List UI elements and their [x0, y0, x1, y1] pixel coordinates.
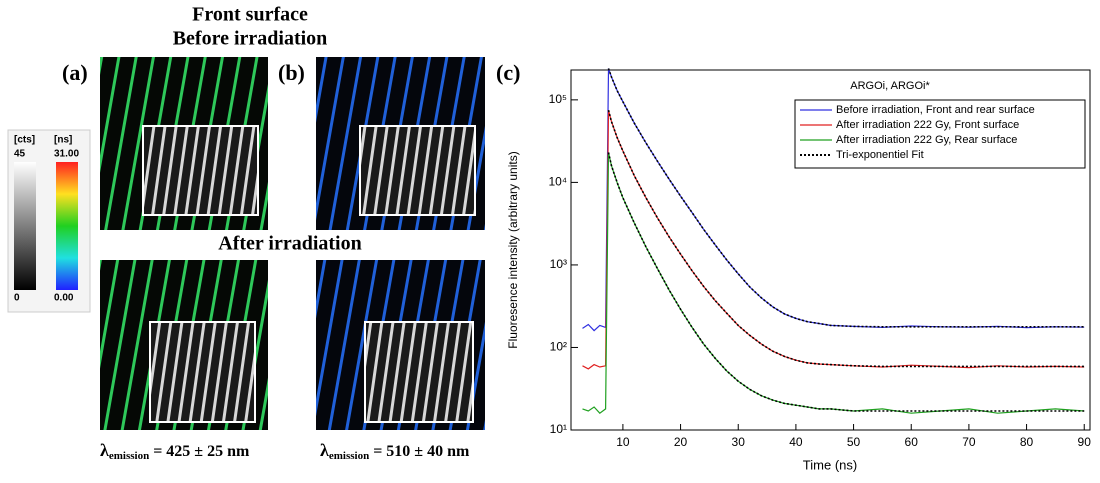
- colorbar-label: [cts]: [14, 135, 35, 146]
- micrograph: [100, 57, 268, 230]
- after-label: After irradiation: [218, 233, 362, 255]
- title-line: Before irradiation: [173, 28, 328, 50]
- x-tick-label: 80: [1020, 435, 1034, 449]
- series-line: [582, 68, 1085, 332]
- panel-label: (c): [496, 60, 520, 85]
- panel-label: (a): [62, 60, 88, 85]
- plot-frame: [570, 69, 1091, 431]
- micrograph: [316, 57, 485, 230]
- colorbar-label: 0: [14, 293, 20, 304]
- caption-text: = 425 ± 25 nm: [153, 443, 250, 460]
- legend-label: After irradiation 222 Gy, Rear surface: [836, 134, 1017, 146]
- micrograph: [100, 260, 268, 430]
- title-line: Front surface: [192, 4, 308, 26]
- caption: λemission = 425 ± 25 nm: [100, 440, 250, 461]
- colorbar-label: 45: [14, 149, 26, 160]
- x-tick-label: 50: [847, 435, 861, 449]
- caption-text: = 510 ± 40 nm: [373, 443, 470, 460]
- caption-subscript: emission: [109, 450, 149, 462]
- y-tick-label: 10¹: [550, 422, 567, 436]
- y-tick-label: 10³: [550, 257, 567, 271]
- legend-label: Before irradiation, Front and rear surfa…: [836, 104, 1035, 116]
- decay-chart: ARGOi, ARGOi* Time (ns) Fluoresence inte…: [506, 68, 1092, 472]
- colorbar-label: 0.00: [54, 293, 74, 304]
- caption-subscript: emission: [329, 450, 369, 462]
- panel-label: (b): [278, 60, 305, 85]
- caption-symbol: λ: [100, 440, 109, 460]
- fit-line: [607, 152, 1085, 412]
- colorbar-label: [ns]: [54, 135, 72, 146]
- y-axis-label: Fluoresence intensity (arbitrary units): [506, 151, 520, 348]
- y-tick-label: 10⁴: [548, 175, 567, 189]
- x-tick-label: 40: [789, 435, 803, 449]
- y-tick-label: 10²: [550, 340, 567, 354]
- micrograph: [316, 260, 485, 430]
- colorbar: [cts] 45 0 [ns] 31.00 0.00: [7, 129, 91, 313]
- fit-line: [607, 68, 1085, 328]
- x-tick-label: 70: [962, 435, 976, 449]
- caption: λemission = 510 ± 40 nm: [320, 440, 470, 461]
- x-tick-label: 10: [616, 435, 630, 449]
- annotation: ARGOi, ARGOi*: [850, 80, 930, 92]
- x-axis-label: Time (ns): [803, 457, 857, 472]
- x-tick-label: 20: [674, 435, 688, 449]
- colorbar-label: 31.00: [54, 149, 79, 160]
- legend-label: After irradiation 222 Gy, Front surface: [836, 119, 1019, 131]
- x-tick-label: 30: [732, 435, 746, 449]
- legend: [794, 99, 1086, 169]
- caption-symbol: λ: [320, 440, 329, 460]
- legend-label: Tri-exponentiel Fit: [836, 149, 924, 161]
- x-tick-label: 60: [905, 435, 919, 449]
- series-line: [582, 152, 1085, 415]
- y-tick-label: 10⁵: [549, 92, 567, 106]
- x-tick-label: 90: [1078, 435, 1092, 449]
